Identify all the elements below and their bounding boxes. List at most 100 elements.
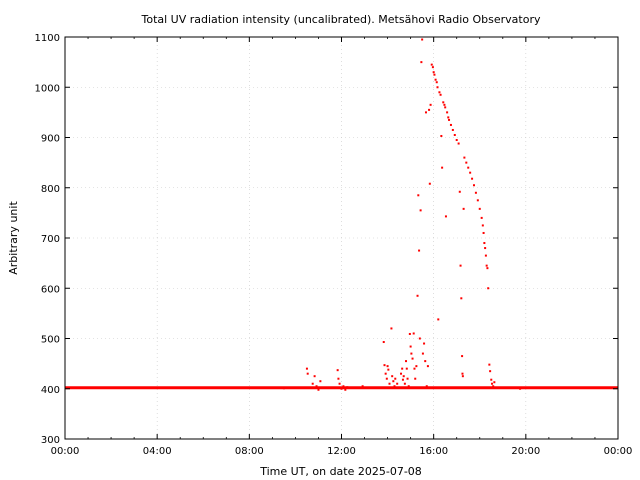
data-point (421, 352, 424, 355)
data-point (469, 171, 472, 174)
data-point (401, 367, 404, 370)
data-point (388, 382, 391, 385)
data-point (411, 357, 414, 360)
data-point (453, 133, 456, 136)
data-point (485, 264, 488, 267)
data-point (413, 367, 416, 370)
data-point (406, 377, 409, 380)
data-point (401, 378, 404, 381)
data-point (282, 387, 285, 390)
data-point (437, 318, 440, 321)
data-point (432, 71, 435, 74)
data-point (319, 380, 322, 383)
data-point (519, 387, 522, 390)
x-axis-label: Time UT, on date 2025-07-08 (259, 465, 422, 478)
data-point (417, 194, 420, 197)
data-point (386, 365, 389, 368)
data-point (436, 86, 439, 89)
data-point (305, 367, 308, 370)
data-point (472, 184, 475, 187)
data-point (317, 388, 320, 391)
data-point (438, 91, 441, 94)
data-point (420, 61, 423, 64)
data-point (313, 375, 316, 378)
x-tick-label: 00:00 (604, 446, 633, 457)
data-point (446, 111, 449, 114)
y-tick-label: 800 (41, 184, 60, 195)
data-point (439, 93, 442, 96)
data-point (410, 352, 413, 355)
data-point (467, 166, 470, 169)
data-point (480, 216, 483, 219)
data-point (486, 267, 489, 270)
data-point (383, 364, 386, 367)
data-point (457, 142, 460, 145)
data-point (434, 78, 437, 81)
data-point (459, 264, 462, 267)
data-point (492, 385, 495, 388)
data-point (428, 182, 431, 185)
data-point (390, 327, 393, 330)
data-point (461, 375, 464, 378)
data-point (384, 372, 387, 375)
data-point (451, 128, 454, 131)
y-tick-label: 500 (41, 335, 60, 346)
y-tick-label: 700 (41, 234, 60, 245)
y-tick-label: 300 (41, 435, 60, 446)
data-point (405, 360, 408, 363)
data-point (462, 207, 465, 210)
data-point (458, 190, 461, 193)
data-point (440, 134, 443, 137)
data-point (433, 73, 436, 76)
data-point (342, 385, 345, 388)
data-point (465, 161, 468, 164)
data-point (407, 385, 410, 388)
data-point (418, 249, 421, 252)
data-point (419, 209, 422, 212)
data-point (400, 372, 403, 375)
data-point (387, 368, 390, 371)
data-point (423, 342, 426, 345)
data-point (424, 360, 427, 363)
data-point (483, 242, 486, 245)
data-point (396, 382, 399, 385)
data-point (443, 103, 446, 106)
data-point (484, 247, 487, 250)
data-point (490, 378, 493, 381)
data-point (392, 380, 395, 383)
data-point (426, 365, 429, 368)
data-point (344, 388, 347, 391)
data-point (448, 118, 451, 121)
data-point (444, 215, 447, 218)
data-point (481, 224, 484, 227)
data-point (471, 177, 474, 180)
x-tick-label: 00:00 (51, 446, 80, 457)
data-point (424, 111, 427, 114)
data-point (463, 156, 466, 159)
data-point (409, 345, 412, 348)
data-point (449, 123, 452, 126)
data-point (414, 377, 417, 380)
chart-title: Total UV radiation intensity (uncalibrat… (141, 13, 541, 26)
data-point (382, 341, 385, 344)
data-point (391, 375, 394, 378)
data-point (461, 372, 464, 375)
data-point (428, 108, 431, 111)
data-point (430, 63, 433, 66)
data-point (416, 294, 419, 297)
data-point (340, 387, 343, 390)
y-tick-label: 600 (41, 284, 60, 295)
data-point (461, 355, 464, 358)
data-point (441, 166, 444, 169)
data-point (478, 207, 481, 210)
data-point (412, 332, 415, 335)
data-point (444, 106, 447, 109)
data-point (493, 381, 496, 384)
x-axis-ticks: 00:00 04:00 08:00 12:00 16:00 20:00 00:00 (51, 37, 633, 457)
data-point (315, 385, 318, 388)
data-point (338, 382, 341, 385)
data-point (425, 385, 428, 388)
data-point (385, 377, 388, 380)
y-tick-label: 1000 (35, 83, 60, 94)
